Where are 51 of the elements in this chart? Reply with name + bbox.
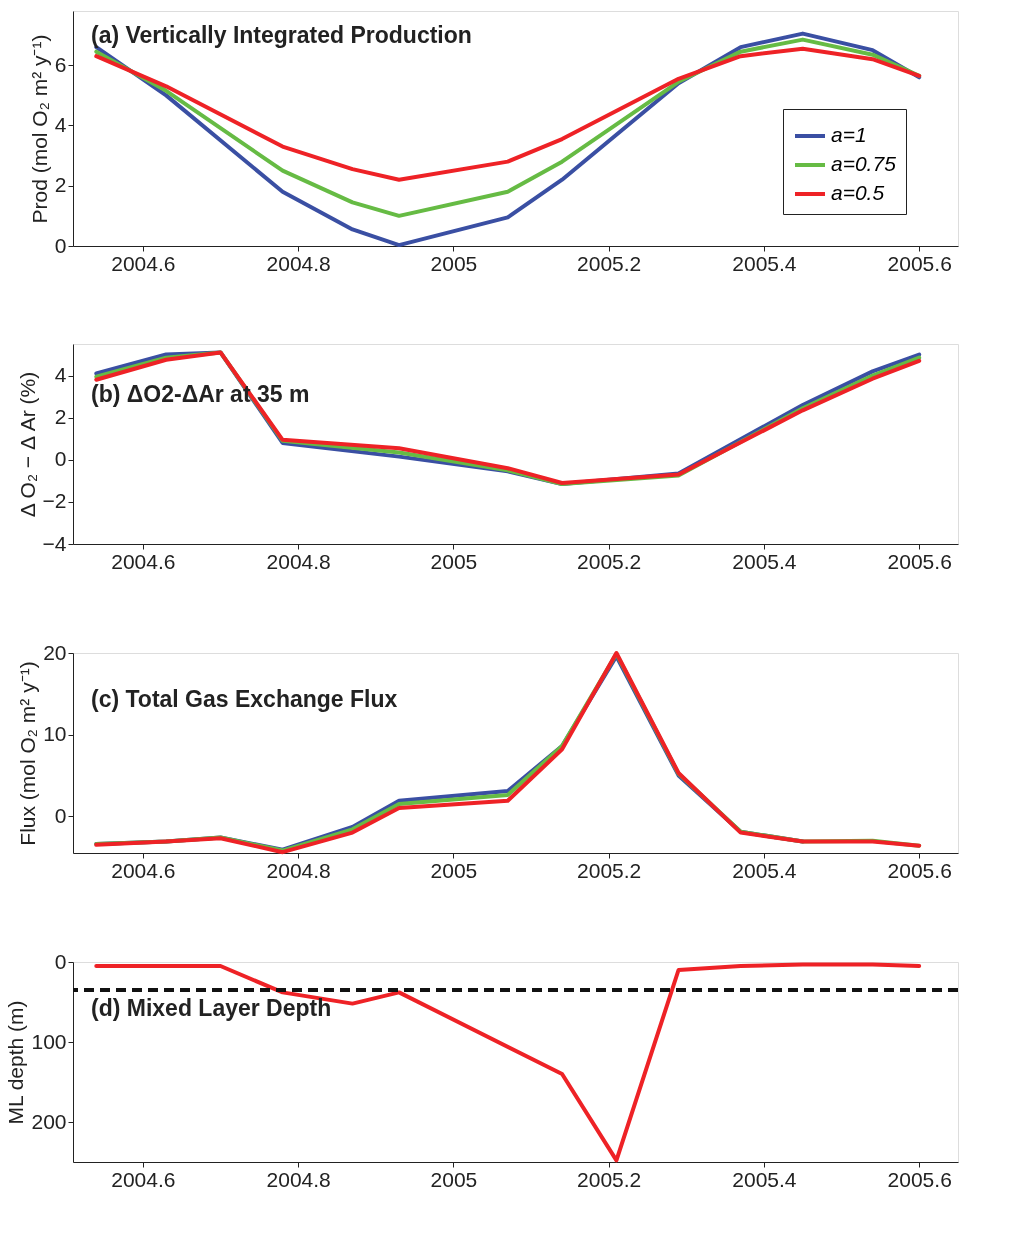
y-tick-label: 100 [31,1029,67,1053]
y-tick-label: −2 [42,489,67,513]
y-tick-label: 4 [54,112,67,136]
x-tick-label: 2005 [430,251,478,275]
text: (a) Vertically Integrated Production [91,22,472,48]
legend-label: a=1 [831,123,867,146]
y-axis-title: Prod (mol O₂ m² y⁻¹) [27,34,51,224]
x-tick-label: 2004.8 [266,858,331,882]
x-tick-label: 2005.6 [887,251,952,275]
x-tick-label: 2004.6 [111,858,176,882]
x-tick-label: 2005.2 [577,549,642,573]
y-tick-label: 6 [54,52,67,76]
x-tick-label: 2005.2 [577,1167,642,1191]
x-tick-label: 2005.2 [577,251,642,275]
line-series [94,962,922,1163]
text: (d) Mixed Layer Depth [91,995,332,1021]
y-tick-label: 4 [54,363,67,387]
x-tick-label: 2004.6 [111,251,176,275]
y-axis-title: Δ O₂ − Δ Ar (%) [15,371,39,518]
x-tick-label: 2005.4 [732,858,797,882]
x-tick-label: 2004.8 [266,251,331,275]
y-tick-label: 10 [43,722,67,746]
y-tick-label: 2 [54,173,67,197]
x-tick-label: 2005 [430,858,478,882]
x-tick-label: 2004.8 [266,1167,331,1191]
y-tick-label: 20 [43,640,67,664]
y-tick-label: 0 [54,447,67,471]
y-tick-label: 0 [54,803,67,827]
x-tick-label: 2004.6 [111,1167,176,1191]
x-tick-label: 2005.4 [732,251,797,275]
line-series [94,46,922,182]
x-tick-label: 2004.8 [266,549,331,573]
y-axis-title: ML depth (m) [4,1000,28,1125]
y-axis-title: Flux (mol O₂ m² y⁻¹) [16,661,40,846]
y-tick-label: 200 [31,1109,67,1133]
y-tick-label: −4 [42,531,67,555]
x-tick-label: 2004.6 [111,549,176,573]
x-tick-label: 2005.2 [577,858,642,882]
y-tick-label: 0 [54,949,67,973]
x-tick-label: 2005 [430,1167,478,1191]
text: (c) Total Gas Exchange Flux [91,686,398,712]
x-tick-label: 2005 [430,549,478,573]
x-tick-label: 2005.6 [887,1167,952,1191]
x-tick-label: 2005.6 [887,549,952,573]
x-tick-label: 2005.4 [732,1167,797,1191]
y-tick-label: 0 [54,233,67,257]
y-tick-label: 2 [54,405,67,429]
x-tick-label: 2005.4 [732,549,797,573]
x-tick-label: 2005.6 [887,858,952,882]
legend-label: a=0.5 [831,181,885,204]
legend-label: a=0.75 [831,152,897,175]
